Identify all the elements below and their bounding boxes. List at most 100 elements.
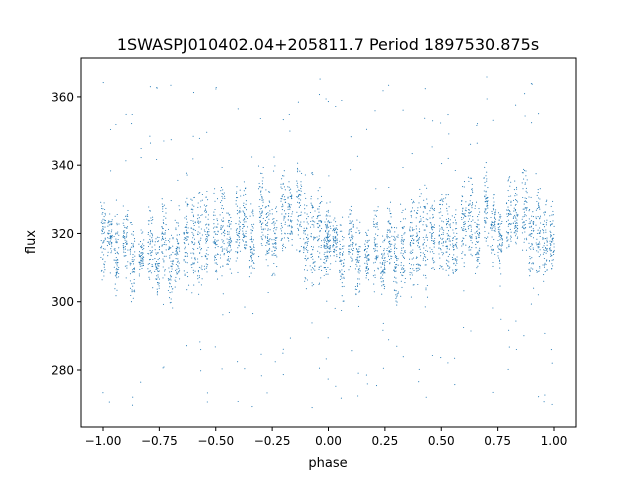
data-point	[214, 259, 216, 261]
data-point	[147, 220, 149, 222]
data-point	[391, 243, 393, 245]
data-point	[192, 214, 194, 216]
data-point	[528, 226, 531, 228]
data-point	[169, 246, 171, 248]
data-point	[252, 313, 254, 315]
data-point	[490, 227, 492, 229]
data-point	[214, 241, 216, 243]
data-point	[103, 264, 106, 266]
data-point	[260, 190, 262, 192]
data-point	[169, 302, 171, 304]
data-point	[265, 242, 268, 244]
data-point	[114, 252, 116, 254]
data-point	[468, 235, 471, 237]
data-point	[198, 242, 200, 244]
data-point	[470, 237, 472, 239]
data-point	[147, 268, 149, 270]
data-point	[201, 265, 203, 267]
data-point	[250, 272, 252, 274]
data-point	[249, 238, 251, 241]
data-point	[300, 190, 302, 192]
data-point	[307, 249, 309, 251]
data-point	[251, 211, 253, 213]
data-point	[427, 258, 429, 260]
data-point	[103, 216, 105, 218]
data-point	[141, 232, 143, 234]
data-point	[264, 220, 266, 222]
data-point	[531, 83, 533, 85]
data-point	[464, 221, 466, 223]
data-point	[499, 285, 501, 287]
data-point	[358, 259, 360, 262]
data-point	[416, 256, 418, 258]
data-point	[304, 212, 306, 214]
data-point	[512, 222, 514, 224]
data-point	[127, 209, 129, 212]
data-point	[546, 244, 548, 246]
x-tick-label: −0.25	[254, 434, 291, 448]
data-point	[373, 291, 375, 293]
data-point	[224, 197, 226, 199]
data-point	[374, 258, 376, 260]
data-point	[529, 275, 531, 277]
data-point	[395, 256, 397, 259]
data-point	[432, 267, 434, 269]
data-point	[116, 277, 118, 279]
data-point	[203, 229, 205, 231]
data-point	[343, 270, 345, 272]
data-point	[537, 192, 539, 194]
data-point	[380, 266, 382, 268]
data-point	[250, 258, 252, 260]
data-point	[545, 222, 547, 224]
data-point	[379, 262, 381, 264]
data-point	[282, 352, 284, 354]
data-point	[334, 250, 336, 252]
data-point	[441, 204, 443, 206]
data-point	[184, 252, 186, 254]
data-point	[262, 177, 264, 179]
data-point	[318, 266, 320, 268]
data-point	[283, 199, 285, 201]
data-point	[509, 228, 511, 230]
data-point	[192, 228, 194, 230]
data-point	[543, 220, 546, 222]
data-point	[409, 252, 411, 254]
data-point	[261, 199, 263, 201]
data-point	[375, 249, 377, 252]
data-point	[221, 195, 223, 197]
data-point	[484, 210, 486, 212]
data-point	[317, 190, 319, 192]
data-point	[506, 213, 508, 215]
data-point	[117, 238, 119, 241]
data-point	[395, 297, 397, 300]
data-point	[310, 246, 313, 248]
data-point	[553, 225, 555, 227]
data-point	[199, 232, 201, 234]
data-point	[229, 250, 231, 252]
data-point	[239, 239, 241, 241]
data-point	[432, 260, 434, 262]
data-point	[157, 276, 159, 278]
data-point	[340, 248, 342, 250]
data-point	[313, 268, 315, 270]
data-point	[447, 362, 449, 364]
data-point	[115, 238, 117, 240]
data-point	[299, 224, 301, 226]
data-point	[442, 252, 445, 254]
data-point	[326, 259, 328, 261]
data-point	[306, 279, 309, 281]
data-point	[205, 233, 207, 236]
data-point	[543, 401, 545, 403]
data-point	[282, 348, 284, 350]
data-point	[497, 227, 499, 229]
data-point	[455, 222, 457, 224]
data-point	[374, 110, 376, 112]
data-point	[471, 234, 473, 236]
data-point	[122, 234, 125, 237]
data-point	[229, 223, 231, 225]
data-point	[296, 196, 298, 198]
data-point	[500, 249, 502, 251]
data-point	[132, 297, 134, 299]
data-point	[514, 216, 516, 218]
data-point	[441, 227, 443, 229]
